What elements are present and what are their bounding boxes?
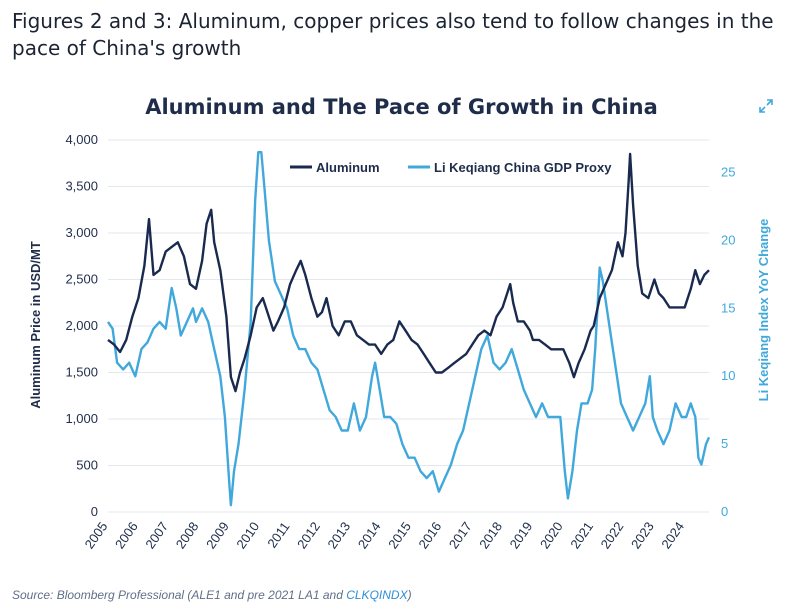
figure-heading: Figures 2 and 3: Aluminum, copper prices… <box>12 9 774 60</box>
x-tick-label: 2006 <box>112 519 141 551</box>
x-tick-label: 2005 <box>82 519 111 551</box>
x-tick-label: 2021 <box>567 519 596 551</box>
y-tick-label: 1,000 <box>65 411 98 426</box>
series-lines <box>107 151 711 507</box>
y-tick-label: 3,500 <box>65 179 98 194</box>
x-tick-label: 2022 <box>598 519 627 551</box>
x-tick-label: 2018 <box>476 519 505 551</box>
left-axis-ticks: 0 500 1,000 1,500 2,000 2,500 3,000 3,500 4,000 <box>65 132 98 519</box>
y-tick-label: 0 <box>91 504 98 519</box>
x-tick-label: 2010 <box>233 519 262 551</box>
aluminum-line <box>107 152 710 393</box>
x-tick-label: 2024 <box>658 519 687 551</box>
expand-arrows-icon[interactable] <box>758 98 774 114</box>
legend-label-gdp-proxy: Li Keqiang China GDP Proxy <box>434 160 612 175</box>
right-axis-title: Li Keqiang Index YoY Change <box>756 219 771 402</box>
y-tick-label: 3,000 <box>65 225 98 240</box>
y2-tick-label: 5 <box>721 436 728 451</box>
y2-tick-label: 15 <box>721 300 735 315</box>
x-tick-label: 2008 <box>173 519 202 551</box>
x-tick-label: 2014 <box>355 519 384 551</box>
y-tick-label: 4,000 <box>65 132 98 147</box>
left-axis-title: Aluminum Price in USD/MT <box>28 241 43 409</box>
gdp-proxy-line <box>107 151 711 507</box>
y2-tick-label: 0 <box>721 504 728 519</box>
x-tick-label: 2016 <box>415 519 444 551</box>
x-tick-label: 2011 <box>264 519 292 551</box>
chart-title: Aluminum and The Pace of Growth in China <box>145 95 658 119</box>
y-tick-label: 2,000 <box>65 318 98 333</box>
source-link[interactable]: CLKQINDX <box>346 588 408 602</box>
y2-tick-label: 10 <box>721 368 735 383</box>
y-tick-label: 500 <box>76 458 98 473</box>
gridlines <box>108 139 709 513</box>
x-axis-ticks: 2005 2006 2007 2008 2009 2010 2011 2012 2013 2014… <box>82 519 688 551</box>
source-suffix: ) <box>407 588 412 602</box>
x-tick-label: 2015 <box>385 519 414 551</box>
x-tick-label: 2007 <box>142 519 171 551</box>
x-tick-label: 2023 <box>628 519 657 551</box>
y-tick-label: 1,500 <box>65 365 98 380</box>
y2-tick-label: 25 <box>721 165 735 180</box>
x-tick-label: 2013 <box>324 519 353 551</box>
y2-tick-label: 20 <box>721 232 735 247</box>
source-prefix: Source: Bloomberg Professional (ALE1 and… <box>12 588 347 602</box>
legend: Aluminum Li Keqiang China GDP Proxy <box>290 160 612 175</box>
x-tick-label: 2012 <box>294 519 323 551</box>
right-axis-ticks: 0 5 10 15 20 25 <box>721 165 735 519</box>
x-tick-label: 2009 <box>203 519 232 551</box>
x-tick-label: 2019 <box>507 519 536 551</box>
source-note: Source: Bloomberg Professional (ALE1 and… <box>12 588 412 602</box>
x-tick-label: 2017 <box>446 519 475 551</box>
legend-label-aluminum: Aluminum <box>316 160 380 175</box>
x-tick-label: 2020 <box>537 519 566 551</box>
y-tick-label: 2,500 <box>65 272 98 287</box>
